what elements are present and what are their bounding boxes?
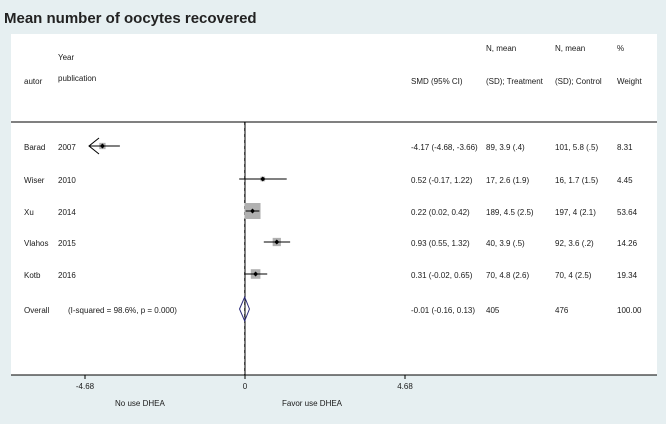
study-point-estimate	[274, 239, 280, 245]
study-control: 70, 4 (2.5)	[555, 271, 592, 280]
study-author: Barad	[24, 143, 45, 152]
header-weight-line2: Weight	[617, 77, 643, 86]
overall-heterogeneity: (I-squared = 98.6%, p = 0.000)	[68, 306, 177, 315]
study-treatment: 17, 2.6 (1.9)	[486, 176, 529, 185]
study-treatment: 70, 4.8 (2.6)	[486, 271, 529, 280]
study-weight: 14.26	[617, 239, 638, 248]
study-treatment: 189, 4.5 (2.5)	[486, 208, 534, 217]
study-year: 2016	[58, 271, 76, 280]
plot-panel	[11, 34, 657, 375]
overall-diamond	[238, 295, 250, 323]
study-weight: 53.64	[617, 208, 638, 217]
study-row: Barad 2007 -4.17 (-4.68, -3.66) 89, 3.9 …	[24, 143, 633, 152]
study-point-estimate	[253, 271, 259, 277]
overall-ci-text: -0.01 (-0.16, 0.13)	[411, 306, 475, 315]
header-year-line1: Year	[58, 53, 75, 62]
study-control: 92, 3.6 (.2)	[555, 239, 594, 248]
header-smd: SMD (95% CI)	[411, 77, 463, 86]
header-year-line2: publication	[58, 74, 96, 83]
header-weight-line1: %	[617, 44, 624, 53]
study-treatment: 40, 3.9 (.5)	[486, 239, 525, 248]
study-ci-text: 0.93 (0.55, 1.32)	[411, 239, 470, 248]
ci-truncation-arrow	[88, 137, 100, 155]
axis-left-label: No use DHEA	[115, 399, 165, 408]
study-point-estimate	[99, 143, 105, 149]
study-control: 16, 1.7 (1.5)	[555, 176, 598, 185]
header-treatment-line1: N, mean	[486, 44, 516, 53]
overall-control: 476	[555, 306, 569, 315]
study-row: Wiser 2010 0.52 (-0.17, 1.22) 17, 2.6 (1…	[24, 176, 633, 185]
study-ci-text: 0.52 (-0.17, 1.22)	[411, 176, 473, 185]
study-year: 2014	[58, 208, 76, 217]
study-point-estimate	[250, 208, 256, 214]
header-autor: autor	[24, 77, 43, 86]
x-tick-label: 4.68	[397, 382, 413, 391]
study-year: 2010	[58, 176, 76, 185]
axis-right-label: Favor use DHEA	[282, 399, 343, 408]
study-author: Wiser	[24, 176, 45, 185]
overall-treatment: 405	[486, 306, 500, 315]
x-tick-label: 0	[243, 382, 248, 391]
study-row: Kotb 2016 0.31 (-0.02, 0.65) 70, 4.8 (2.…	[24, 271, 638, 280]
study-weight: 19.34	[617, 271, 638, 280]
study-author: Kotb	[24, 271, 41, 280]
study-treatment: 89, 3.9 (.4)	[486, 143, 525, 152]
study-year: 2015	[58, 239, 76, 248]
chart-title: Mean number of oocytes recovered	[4, 10, 257, 27]
x-tick-label: -4.68	[76, 382, 95, 391]
overall-label: Overall	[24, 306, 50, 315]
study-weight: 8.31	[617, 143, 633, 152]
overall-weight: 100.00	[617, 306, 642, 315]
study-ci-text: -4.17 (-4.68, -3.66)	[411, 143, 478, 152]
study-author: Xu	[24, 208, 34, 217]
header-control-line1: N, mean	[555, 44, 585, 53]
study-row: Vlahos 2015 0.93 (0.55, 1.32) 40, 3.9 (.…	[24, 239, 638, 248]
study-row: Xu 2014 0.22 (0.02, 0.42) 189, 4.5 (2.5)…	[24, 208, 638, 217]
overall-row: Overall (I-squared = 98.6%, p = 0.000) -…	[24, 306, 642, 315]
study-control: 197, 4 (2.1)	[555, 208, 596, 217]
study-weight: 4.45	[617, 176, 633, 185]
header-treatment-line2: (SD); Treatment	[486, 77, 544, 86]
study-year: 2007	[58, 143, 76, 152]
study-point-estimate	[260, 176, 266, 182]
study-control: 101, 5.8 (.5)	[555, 143, 598, 152]
study-author: Vlahos	[24, 239, 48, 248]
study-ci-text: 0.22 (0.02, 0.42)	[411, 208, 470, 217]
header-control-line2: (SD); Control	[555, 77, 602, 86]
study-ci-text: 0.31 (-0.02, 0.65)	[411, 271, 473, 280]
